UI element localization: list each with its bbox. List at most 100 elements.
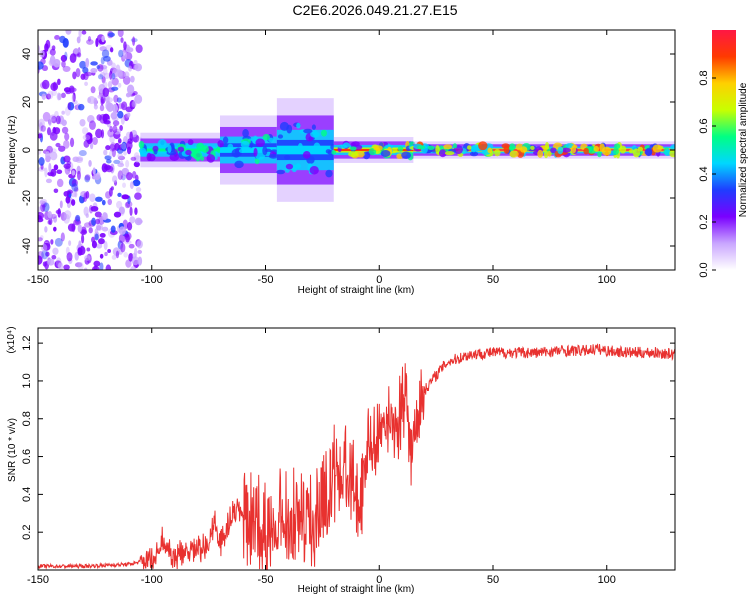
noise-blob [132, 36, 136, 46]
noise-blob [85, 57, 90, 68]
noise-blob [132, 179, 141, 187]
band-blob [277, 134, 284, 139]
band-blob [268, 153, 279, 159]
noise-blob [47, 171, 55, 177]
noise-blob [47, 258, 55, 266]
noise-blob [92, 167, 96, 175]
noise-blob [107, 249, 112, 254]
noise-blob [50, 115, 56, 122]
noise-blob [40, 125, 46, 132]
noise-blob [134, 192, 142, 200]
noise-blob [101, 35, 105, 43]
band-blob [296, 122, 301, 129]
noise-blob [137, 249, 143, 254]
band-blob [337, 144, 348, 149]
noise-blob [84, 175, 91, 183]
noise-blob [135, 44, 143, 53]
band-blob [664, 149, 672, 157]
noise-blob [90, 205, 99, 212]
noise-blob [110, 186, 114, 191]
snr-plot: -150 -100 -50 0 50 100 0.2 0.4 0.6 0.8 1.0 1.2 (x10… [6, 326, 676, 595]
noise-blob [107, 32, 115, 38]
noise-blob [110, 225, 116, 233]
band-blob [583, 147, 589, 155]
band-blob [167, 144, 172, 153]
spectrogram-y-axis-label: Frequency (Hz) [7, 116, 18, 185]
noise-blob [82, 127, 89, 135]
noise-blob [84, 71, 93, 77]
band-blob [368, 147, 377, 156]
noise-blob [40, 203, 46, 213]
noise-blob [73, 48, 81, 55]
noise-blob [45, 151, 51, 160]
noise-blob [89, 120, 96, 131]
noise-blob [102, 67, 108, 76]
band-blob [601, 146, 612, 156]
noise-blob [83, 222, 92, 228]
noise-blob [80, 73, 86, 80]
band-blob [177, 146, 185, 152]
y-tick-label: 0.8 [21, 411, 33, 426]
y-tick-label: 0 [21, 147, 33, 153]
noise-blob [111, 62, 116, 70]
colorbar-tick-label: 0.2 [698, 214, 710, 229]
band-blob [356, 151, 365, 158]
colorbar-ticks: 0.0 0.2 0.4 0.6 0.8 [698, 70, 716, 278]
spectrogram-plot: -150 -100 -50 0 50 100 -40 -20 0 20 40 Height of s… [7, 29, 676, 296]
snr-ticks: -150 -100 -50 0 50 100 0.2 0.4 0.6 0.8 1.0 1.2 [21, 328, 675, 586]
noise-blob [58, 145, 66, 152]
band-blob [253, 147, 258, 157]
noise-blob [133, 161, 140, 168]
noise-blob [71, 183, 79, 192]
noise-blob [53, 188, 59, 193]
noise-blob [134, 63, 143, 72]
noise-blob [125, 200, 133, 208]
x-tick-label: 100 [598, 274, 616, 286]
noise-blob [72, 71, 77, 80]
noise-blob [39, 200, 45, 205]
noise-blob [108, 150, 113, 158]
band-blob [469, 151, 479, 157]
colorbar-tick-label: 0.4 [698, 166, 710, 181]
band-blob [373, 145, 383, 151]
noise-blob [89, 193, 96, 203]
x-tick-label: -150 [27, 574, 49, 586]
noise-blob [121, 194, 130, 200]
noise-blob [38, 157, 45, 166]
band-blob [519, 146, 528, 153]
colorbar-tick-label: 0.0 [698, 262, 710, 277]
noise-blob [129, 216, 136, 224]
noise-blob [96, 65, 101, 70]
noise-blob [40, 235, 44, 240]
noise-blob [53, 226, 57, 232]
noise-blob [56, 169, 63, 175]
noise-blob [66, 189, 73, 194]
band-blob [138, 140, 145, 149]
noise-blob [88, 159, 92, 167]
noise-blob [123, 150, 127, 156]
noise-blob [109, 73, 116, 82]
noise-blob [125, 47, 134, 53]
noise-blob [92, 137, 98, 145]
noise-blob [45, 251, 50, 257]
noise-blob [60, 92, 66, 99]
noise-blob [128, 243, 135, 249]
noise-blob [40, 243, 48, 252]
band-blob [284, 155, 291, 160]
noise-blob [86, 247, 91, 252]
noise-blob [105, 264, 112, 270]
noise-blob [109, 125, 113, 133]
band-blob [652, 144, 662, 153]
noise-blob [44, 167, 48, 178]
band-blob [303, 128, 313, 134]
noise-blob [45, 178, 52, 184]
noise-blob [117, 138, 122, 144]
band-blob [295, 163, 301, 169]
noise-blob [114, 68, 121, 78]
band-blob [217, 140, 224, 148]
noise-blob [63, 163, 71, 169]
noise-blob [52, 81, 56, 92]
y-tick-label: -40 [21, 238, 33, 254]
band-blob [561, 147, 571, 153]
noise-blob [121, 101, 128, 111]
